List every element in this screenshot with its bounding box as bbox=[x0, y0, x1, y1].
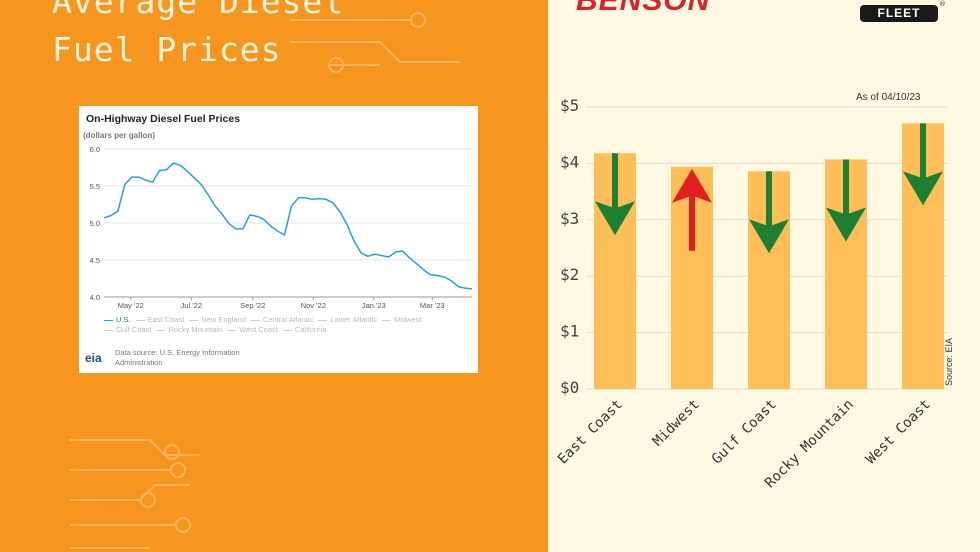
legend-label: New England bbox=[201, 315, 246, 324]
down-arrow-icon bbox=[826, 159, 866, 242]
category-label: West Coast bbox=[863, 397, 934, 468]
arrow-shape bbox=[826, 159, 866, 242]
y-tick-label: $4 bbox=[560, 152, 579, 171]
x-tick-label: Nov '22 bbox=[301, 301, 326, 310]
legend-item[interactable]: West Coast bbox=[227, 325, 278, 335]
fleet-badge: FLEET bbox=[860, 5, 938, 22]
eia-chart-card: 4.0 4.5 5.0 5.5 6.0 May '22 Jul '22 Sep '22 Nov … bbox=[79, 106, 478, 373]
legend-item[interactable]: California bbox=[282, 325, 327, 335]
eia-source-text: Data source: U.S. Energy Information Adm… bbox=[115, 348, 240, 367]
us-price-line bbox=[103, 162, 473, 290]
legend-swatch bbox=[135, 319, 145, 321]
legend-item[interactable]: Gulf Coast bbox=[104, 325, 151, 335]
y-tick-label: 4.0 bbox=[90, 293, 100, 302]
x-tick-label: Sep '22 bbox=[240, 301, 265, 310]
category-label: East Coast bbox=[555, 397, 626, 468]
legend-label: Rocky Mountain bbox=[168, 325, 223, 334]
x-tick-label: Jul '22 bbox=[181, 301, 202, 310]
down-arrow-icon bbox=[595, 153, 635, 236]
legend-swatch bbox=[250, 319, 260, 321]
eia-chart-title: On-Highway Diesel Fuel Prices bbox=[86, 113, 241, 125]
legend-label: East Coast bbox=[147, 315, 185, 324]
legend-item[interactable]: U.S. bbox=[104, 315, 131, 325]
y-tick-label: $2 bbox=[560, 265, 579, 284]
legend-item[interactable]: Central Atlantic bbox=[250, 315, 314, 325]
x-tick-label: Jan '23 bbox=[362, 301, 386, 310]
legend-label: Lower Atlantic bbox=[330, 315, 378, 324]
x-tick-label: May '22 bbox=[118, 301, 144, 310]
y-tick-label: 5.0 bbox=[90, 219, 100, 228]
category-label: Midwest bbox=[650, 397, 703, 450]
left-panel: Average Diesel Fuel Prices 4.0 4.5 5.0 5.5 6… bbox=[0, 0, 548, 552]
x-tick-label: Mar '23 bbox=[420, 301, 445, 310]
y-tick-label: 6.0 bbox=[90, 145, 100, 154]
as-of-date: As of 04/10/23 bbox=[856, 92, 921, 103]
legend-swatch bbox=[189, 319, 199, 321]
legend-swatch bbox=[104, 329, 113, 331]
legend-swatch bbox=[382, 319, 392, 321]
legend-swatch bbox=[227, 329, 237, 331]
source-label: Source: EIA bbox=[944, 338, 954, 386]
legend-label: U.S. bbox=[116, 315, 131, 324]
category-label: Gulf Coast bbox=[709, 397, 780, 468]
legend-label: Gulf Coast bbox=[116, 325, 152, 334]
arrow-shape bbox=[672, 168, 712, 251]
circuit-decoration bbox=[70, 12, 460, 549]
page-title: Average Diesel Fuel Prices bbox=[52, 0, 344, 74]
legend-item[interactable]: Rocky Mountain bbox=[156, 325, 222, 335]
y-tick-label: 4.5 bbox=[90, 256, 100, 265]
y-tick-label: $5 bbox=[560, 96, 579, 115]
y-tick-label: 5.5 bbox=[90, 182, 100, 191]
down-arrow-icon bbox=[903, 123, 943, 206]
arrow-shape bbox=[749, 171, 789, 254]
legend-label: California bbox=[294, 325, 327, 334]
eia-line-chart: 4.0 4.5 5.0 5.5 6.0 May '22 Jul '22 Sep '22 Nov … bbox=[90, 145, 473, 310]
y-tick-label: $1 bbox=[560, 322, 579, 341]
y-tick-label: $0 bbox=[560, 378, 579, 397]
legend-swatch bbox=[282, 329, 292, 331]
legend-item[interactable]: Lower Atlantic bbox=[318, 315, 377, 325]
arrow-shape bbox=[903, 123, 943, 206]
eia-logo: eia bbox=[85, 351, 102, 365]
legend-label: Central Atlantic bbox=[262, 315, 314, 324]
up-arrow-icon bbox=[672, 168, 712, 251]
legend-swatch bbox=[318, 319, 328, 321]
y-tick-label: $3 bbox=[560, 209, 579, 228]
registered-mark: ® bbox=[939, 0, 946, 8]
legend-item[interactable]: Midwest bbox=[382, 315, 422, 325]
title-line-1: Average Diesel bbox=[52, 0, 345, 21]
legend-item[interactable]: East Coast bbox=[135, 315, 185, 325]
legend-label: Midwest bbox=[394, 315, 422, 324]
title-line-2: Fuel Prices bbox=[52, 30, 282, 69]
eia-legend: U.S. East Coast New England Central Atlanti… bbox=[104, 315, 464, 335]
legend-label: West Coast bbox=[239, 325, 278, 334]
arrow-shape bbox=[595, 153, 635, 236]
legend-swatch bbox=[156, 329, 166, 331]
right-panel: BENSON FLEET ® As of 04/10/23 $0 $1 $2 $3 $4… bbox=[548, 0, 980, 552]
eia-chart-unit: (dollars per gallon) bbox=[83, 131, 156, 140]
legend-swatch bbox=[104, 319, 113, 321]
legend-item[interactable]: New England bbox=[189, 315, 246, 325]
down-arrow-icon bbox=[749, 171, 789, 254]
brand-logo: BENSON bbox=[576, 0, 711, 17]
